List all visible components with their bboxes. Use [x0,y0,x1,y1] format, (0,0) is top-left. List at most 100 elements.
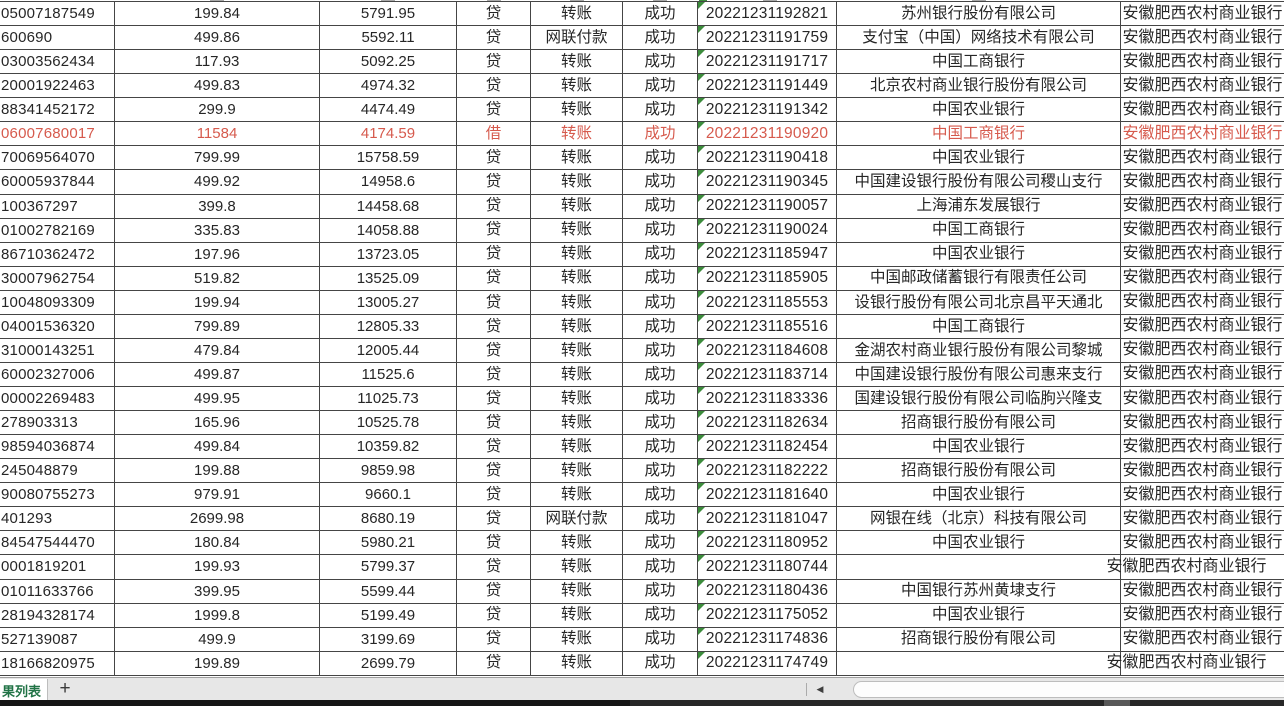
cell-account[interactable]: 10048093309 [0,290,115,314]
cell-own-bank[interactable]: 安徽肥西农村商业银行 [1121,580,1284,603]
cell-counterparty-bank[interactable]: 招商银行股份有限公司 [837,411,1121,435]
cell-transaction-type[interactable]: 转账 [531,242,623,266]
cell-transaction-type[interactable]: 转账 [531,435,623,459]
cell-amount[interactable]: 499.84 [115,435,320,459]
cell-status[interactable]: 成功 [623,459,698,483]
scroll-left-arrow-icon[interactable]: ◀ [816,683,824,694]
cell-debit-credit[interactable]: 贷 [457,483,531,507]
cell-account[interactable]: 01002782169 [0,218,115,242]
cell-status[interactable]: 成功 [623,579,698,603]
cell-timestamp[interactable]: 20221231190024 [698,218,837,242]
cell-transaction-type[interactable]: 转账 [531,338,623,362]
cell-counterparty-bank[interactable]: 设银行股份有限公司北京昌平天通北 [837,290,1121,314]
cell-account[interactable]: 31000143251 [0,338,115,362]
cell-balance[interactable]: 14958.6 [320,170,457,194]
cell-balance[interactable]: 5199.49 [320,603,457,627]
cell-transaction-type[interactable]: 转账 [531,50,623,74]
cell-balance[interactable]: 4974.32 [320,74,457,98]
cell-timestamp[interactable]: 20221231191342 [698,98,837,122]
cell-account[interactable]: 90080755273 [0,483,115,507]
cell-counterparty-bank[interactable]: 招商银行股份有限公司 [837,627,1121,651]
cell-transaction-type[interactable]: 网联付款 [531,507,623,531]
cell-transaction-type[interactable]: 转账 [531,146,623,170]
cell-debit-credit[interactable]: 贷 [457,170,531,194]
cell-amount[interactable]: 199.89 [115,651,320,675]
cell-transaction-type[interactable]: 转账 [531,579,623,603]
cell-counterparty-bank[interactable]: 中国工商银行 [837,218,1121,242]
cell-timestamp[interactable]: 20221231184608 [698,338,837,362]
cell-timestamp[interactable]: 20221231182454 [698,435,837,459]
cell-own-bank[interactable]: 安徽肥西农村商业银行 [1121,219,1284,242]
cell-counterparty-bank[interactable]: 中国建设银行股份有限公司惠来支行 [837,362,1121,386]
cell-account[interactable]: 05007187549 [0,2,115,26]
cell-account[interactable]: 401293 [0,507,115,531]
cell-timestamp[interactable]: 20221231192821 [698,2,837,26]
horizontal-scrollbar-thumb[interactable] [853,681,1284,698]
cell-status[interactable]: 成功 [623,26,698,50]
cell-debit-credit[interactable]: 贷 [457,531,531,555]
cell-debit-credit[interactable]: 贷 [457,651,531,675]
cell-account[interactable]: 278903313 [0,411,115,435]
cell-balance[interactable]: 4474.49 [320,98,457,122]
cell-amount[interactable]: 1999.8 [115,603,320,627]
cell-timestamp[interactable]: 20221231190920 [698,122,837,146]
cell-counterparty-bank[interactable]: 中国工商银行 [837,122,1121,146]
cell-balance[interactable]: 2699.79 [320,651,457,675]
cell-status[interactable]: 成功 [623,74,698,98]
cell-own-bank[interactable]: 安徽肥西农村商业银行 [1121,483,1284,506]
cell-status[interactable]: 成功 [623,50,698,74]
cell-status[interactable]: 成功 [623,531,698,555]
cell-status[interactable]: 成功 [623,218,698,242]
cell-status[interactable]: 成功 [623,98,698,122]
cell-debit-credit[interactable]: 贷 [457,338,531,362]
cell-transaction-type[interactable]: 转账 [531,2,623,26]
cell-counterparty-bank[interactable]: 国建设银行股份有限公司临朐兴隆支 [837,387,1121,411]
cell-transaction-type[interactable]: 转账 [531,74,623,98]
cell-status[interactable]: 成功 [623,555,698,579]
cell-timestamp[interactable]: 20221231185553 [698,290,837,314]
cell-debit-credit[interactable]: 贷 [457,314,531,338]
cell-debit-credit[interactable]: 贷 [457,74,531,98]
cell-transaction-type[interactable]: 转账 [531,411,623,435]
cell-transaction-type[interactable]: 转账 [531,314,623,338]
cell-timestamp[interactable]: 20221231190057 [698,194,837,218]
cell-transaction-type[interactable]: 转账 [531,362,623,386]
cell-debit-credit[interactable]: 贷 [457,387,531,411]
cell-counterparty-bank[interactable]: 中国邮政储蓄银行有限责任公司 [837,266,1121,290]
cell-timestamp[interactable]: 20221231180744 [698,555,837,579]
cell-debit-credit[interactable]: 贷 [457,555,531,579]
cell-debit-credit[interactable]: 贷 [457,435,531,459]
cell-account[interactable]: 60005937844 [0,170,115,194]
cell-timestamp[interactable]: 20221231174836 [698,627,837,651]
cell-counterparty-bank[interactable]: 中国农业银行 [837,603,1121,627]
cell-status[interactable]: 成功 [623,603,698,627]
cell-debit-credit[interactable]: 贷 [457,411,531,435]
cell-balance[interactable]: 10359.82 [320,435,457,459]
cell-debit-credit[interactable]: 借 [457,122,531,146]
cell-own-bank[interactable]: 安徽肥西农村商业银行 [1121,411,1284,434]
cell-balance[interactable]: 11525.6 [320,362,457,386]
cell-timestamp[interactable]: 20221231185947 [698,242,837,266]
cell-balance[interactable]: 14058.88 [320,218,457,242]
cell-amount[interactable]: 519.82 [115,266,320,290]
cell-debit-credit[interactable]: 贷 [457,194,531,218]
cell-own-bank[interactable]: 安徽肥西农村商业银行 [1121,507,1284,530]
cell-status[interactable]: 成功 [623,266,698,290]
cell-timestamp[interactable]: 20221231185516 [698,314,837,338]
cell-balance[interactable]: 13723.05 [320,242,457,266]
cell-debit-credit[interactable]: 贷 [457,242,531,266]
cell-debit-credit[interactable]: 贷 [457,603,531,627]
cell-account[interactable]: 527139087 [0,627,115,651]
cell-account[interactable]: 20001922463 [0,74,115,98]
cell-debit-credit[interactable]: 贷 [457,579,531,603]
cell-debit-credit[interactable]: 贷 [457,627,531,651]
cell-transaction-type[interactable]: 转账 [531,483,623,507]
cell-timestamp[interactable]: 20221231174749 [698,651,837,675]
cell-own-bank[interactable]: 安徽肥西农村商业银行 [1121,74,1284,97]
cell-timestamp[interactable]: 20221231191759 [698,26,837,50]
cell-account[interactable]: 01011633766 [0,579,115,603]
cell-counterparty-bank[interactable]: 招商银行股份有限公司 [837,459,1121,483]
cell-counterparty-bank[interactable]: 中国农业银行 [837,531,1121,555]
cell-amount[interactable]: 499.95 [115,387,320,411]
cell-balance[interactable]: 15758.59 [320,146,457,170]
